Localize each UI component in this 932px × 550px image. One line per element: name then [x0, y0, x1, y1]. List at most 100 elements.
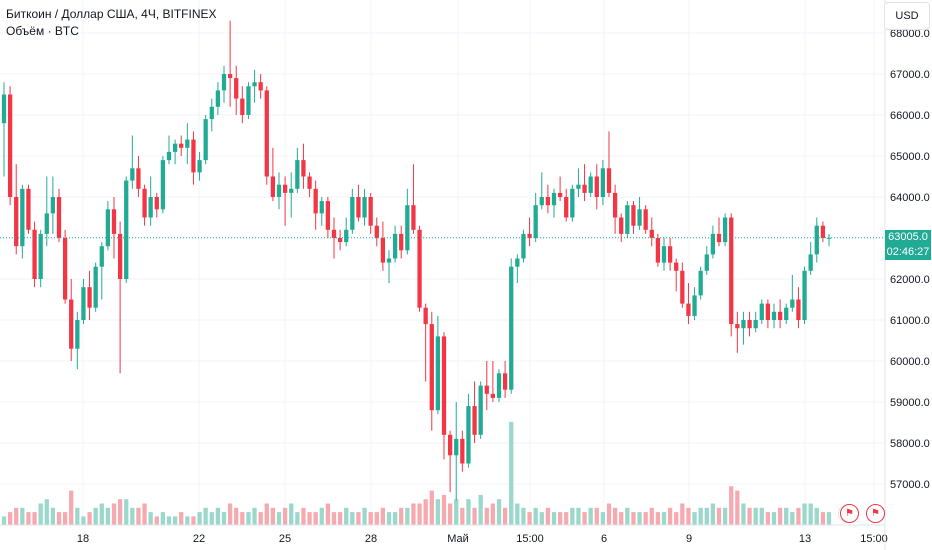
candle[interactable]: [368, 192, 373, 234]
candle[interactable]: [790, 274, 795, 312]
candle[interactable]: [612, 184, 618, 234]
candle[interactable]: [814, 217, 819, 263]
candle[interactable]: [313, 180, 318, 230]
candle[interactable]: [527, 217, 532, 247]
candle[interactable]: [771, 303, 777, 329]
candle[interactable]: [796, 287, 801, 329]
candle[interactable]: [392, 225, 398, 263]
candle[interactable]: [704, 246, 709, 275]
candle[interactable]: [625, 201, 630, 238]
candle[interactable]: [99, 242, 104, 300]
candle[interactable]: [441, 332, 447, 460]
candle[interactable]: [221, 65, 227, 103]
candle[interactable]: [680, 262, 685, 308]
candle[interactable]: [667, 238, 673, 271]
candle[interactable]: [26, 184, 31, 234]
candle[interactable]: [325, 197, 331, 238]
candle[interactable]: [319, 197, 324, 226]
candle[interactable]: [75, 311, 80, 370]
candle[interactable]: [93, 262, 98, 312]
candle[interactable]: [460, 430, 465, 472]
candle[interactable]: [191, 131, 196, 185]
candle[interactable]: [295, 147, 300, 193]
candle[interactable]: [282, 176, 288, 226]
candle[interactable]: [411, 164, 416, 234]
candle[interactable]: [215, 82, 221, 115]
candle[interactable]: [69, 279, 74, 361]
candle[interactable]: [784, 303, 789, 325]
candle[interactable]: [777, 299, 783, 329]
candle[interactable]: [405, 188, 410, 255]
candle[interactable]: [509, 258, 514, 394]
candle[interactable]: [203, 115, 208, 165]
candle[interactable]: [227, 20, 233, 107]
candle[interactable]: [197, 151, 202, 181]
candle[interactable]: [386, 250, 392, 284]
candle[interactable]: [32, 221, 37, 288]
candle[interactable]: [350, 188, 355, 234]
candle[interactable]: [337, 229, 343, 251]
candle[interactable]: [417, 225, 422, 312]
candle[interactable]: [136, 156, 141, 197]
flag-icon[interactable]: ⚑: [840, 504, 859, 523]
candle[interactable]: [172, 139, 178, 165]
candle[interactable]: [276, 172, 282, 210]
candle[interactable]: [710, 225, 716, 259]
candle[interactable]: [686, 283, 691, 325]
candle[interactable]: [735, 311, 740, 353]
candle[interactable]: [380, 221, 386, 271]
candle[interactable]: [289, 172, 294, 218]
candle[interactable]: [729, 213, 734, 337]
candle[interactable]: [50, 176, 56, 234]
candle[interactable]: [246, 82, 251, 120]
candle[interactable]: [582, 164, 587, 202]
candle[interactable]: [753, 311, 758, 333]
candle[interactable]: [307, 172, 312, 197]
candle[interactable]: [56, 188, 62, 243]
candle[interactable]: [600, 160, 606, 206]
candle[interactable]: [111, 197, 117, 259]
candle[interactable]: [240, 86, 245, 124]
candle[interactable]: [698, 266, 703, 300]
candle[interactable]: [258, 74, 263, 99]
candle[interactable]: [643, 205, 648, 234]
candle[interactable]: [105, 201, 111, 251]
candle[interactable]: [661, 238, 667, 271]
candle[interactable]: [154, 192, 159, 218]
candle[interactable]: [209, 98, 214, 132]
candle[interactable]: [166, 135, 172, 165]
candle[interactable]: [716, 217, 722, 247]
candle[interactable]: [490, 361, 496, 402]
candle[interactable]: [649, 217, 654, 247]
candle[interactable]: [185, 123, 190, 165]
candle[interactable]: [270, 147, 276, 202]
candle[interactable]: [124, 176, 129, 284]
symbol-title[interactable]: Биткоин / Доллар США, 4Ч, BITFINEX: [6, 7, 217, 21]
candle[interactable]: [87, 270, 92, 320]
candle[interactable]: [7, 86, 13, 206]
candle[interactable]: [631, 201, 636, 234]
candle[interactable]: [521, 229, 526, 263]
candle[interactable]: [674, 258, 679, 292]
candle[interactable]: [484, 361, 489, 411]
candle[interactable]: [142, 184, 147, 226]
candle[interactable]: [38, 229, 43, 288]
candle[interactable]: [466, 393, 471, 468]
candle[interactable]: [539, 172, 544, 210]
candles[interactable]: [1, 20, 832, 501]
candle[interactable]: [14, 164, 19, 255]
candle[interactable]: [117, 221, 123, 374]
candle[interactable]: [179, 135, 184, 157]
candle[interactable]: [557, 176, 563, 202]
candle[interactable]: [362, 188, 367, 226]
candle[interactable]: [374, 217, 379, 247]
candle[interactable]: [741, 311, 746, 345]
candle[interactable]: [62, 229, 68, 304]
candle[interactable]: [765, 299, 771, 329]
candle[interactable]: [551, 188, 557, 218]
currency-button[interactable]: USD: [884, 2, 930, 30]
candle[interactable]: [570, 184, 575, 222]
candle[interactable]: [472, 381, 477, 444]
candle[interactable]: [264, 86, 269, 185]
